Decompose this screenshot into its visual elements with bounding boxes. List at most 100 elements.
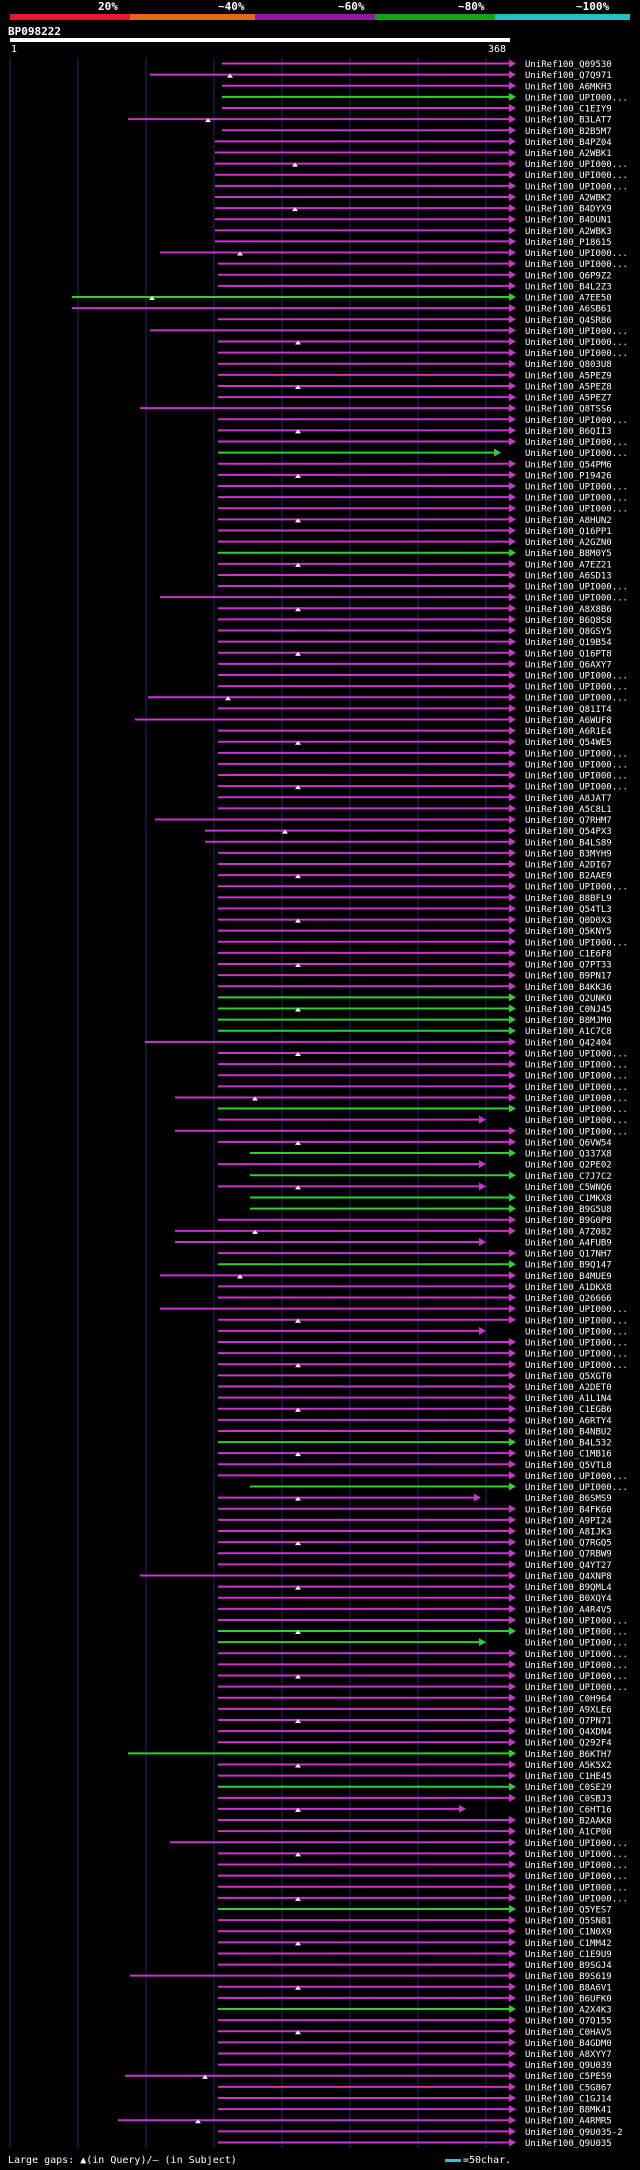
hit-arrow — [509, 1538, 516, 1547]
hit-id-label: UniRef100_C6HT16 — [525, 1805, 612, 1815]
hit-arrow — [509, 270, 516, 279]
hit-id-label: UniRef100_UPI000... — [525, 494, 628, 504]
gap-marker — [295, 384, 301, 389]
gap-marker — [225, 696, 231, 701]
hit-id-label: UniRef100_UPI000... — [525, 1883, 628, 1893]
hit-id-label: UniRef100_B0XQY4 — [525, 1594, 612, 1604]
hit-id-label: UniRef100_Q7PN71 — [525, 1716, 612, 1726]
hit-arrow — [509, 1715, 516, 1724]
gap-marker — [295, 1941, 301, 1946]
hit-arrow — [509, 126, 516, 135]
gap-marker — [295, 1763, 301, 1768]
hit-id-label: UniRef100_A6MKH3 — [525, 82, 612, 92]
scale-bar — [445, 2158, 461, 2162]
hit-arrow — [509, 1982, 516, 1991]
hit-arrow — [509, 1193, 516, 1202]
hit-id-label: UniRef100_UPI000... — [525, 1650, 628, 1660]
gap-marker — [295, 1363, 301, 1368]
hit-arrow — [509, 1627, 516, 1636]
hit-id-label: UniRef100_UPI000... — [525, 449, 628, 459]
hit-id-label: UniRef100_B6KTH7 — [525, 1750, 612, 1760]
hit-arrow — [509, 715, 516, 724]
hit-id-label: UniRef100_Q4YT27 — [525, 1561, 612, 1571]
hit-arrow — [509, 2138, 516, 2147]
hit-arrow — [509, 470, 516, 479]
hit-id-label: UniRef100_B4L2Z3 — [525, 282, 612, 292]
hit-arrow — [509, 148, 516, 157]
hit-arrow — [509, 370, 516, 379]
hit-id-label: UniRef100_UPI000... — [525, 1049, 628, 1059]
hit-arrow — [509, 904, 516, 913]
hit-arrow — [509, 1360, 516, 1369]
hit-id-label: UniRef100_Q7PT33 — [525, 961, 612, 971]
hit-id-label: UniRef100_A6SD13 — [525, 571, 612, 581]
hit-arrow — [509, 1771, 516, 1780]
hit-id-label: UniRef100_A2GZN0 — [525, 538, 612, 548]
hit-arrow — [509, 248, 516, 257]
hit-id-label: UniRef100_UPI000... — [525, 883, 628, 893]
hit-id-label: UniRef100_Q26666 — [525, 1294, 612, 1304]
hit-id-label: UniRef100_UPI000... — [525, 594, 628, 604]
hit-arrow — [509, 1004, 516, 1013]
hit-id-label: UniRef100_Q5SN81 — [525, 1917, 612, 1927]
identity-bar-segment — [130, 14, 255, 20]
gap-marker — [202, 2074, 208, 2079]
hit-id-label: UniRef100_Q7Q155 — [525, 2017, 612, 2027]
hit-arrow — [509, 315, 516, 324]
hit-arrow — [509, 1649, 516, 1658]
hit-id-label: UniRef100_A5C8L1 — [525, 805, 612, 815]
hit-arrow — [509, 459, 516, 468]
hit-arrow — [509, 1693, 516, 1702]
hit-arrow — [509, 1060, 516, 1069]
gap-marker — [295, 1674, 301, 1679]
percent-label-1: ~40% — [218, 0, 245, 13]
gap-marker — [295, 1318, 301, 1323]
hit-id-label: UniRef100_Q9U035 — [525, 2139, 612, 2149]
hit-id-label: UniRef100_Q09530 — [525, 60, 612, 70]
hit-arrow — [509, 2005, 516, 2014]
gap-marker — [295, 1140, 301, 1145]
hit-id-label: UniRef100_A7EZ21 — [525, 560, 612, 570]
hit-id-label: UniRef100_A4RMR5 — [525, 2117, 612, 2127]
hit-arrow — [509, 682, 516, 691]
hit-id-label: UniRef100_UPI000... — [525, 505, 628, 515]
hit-id-label: UniRef100_UPI000... — [525, 1472, 628, 1482]
hit-id-label: UniRef100_Q81IT4 — [525, 705, 612, 715]
hit-arrow — [509, 2060, 516, 2069]
hit-arrow — [509, 1393, 516, 1402]
hit-id-label: UniRef100_C1N0X9 — [525, 1928, 612, 1938]
hit-id-label: UniRef100_C5PE59 — [525, 2072, 612, 2082]
hit-id-label: UniRef100_A5K5X2 — [525, 1761, 612, 1771]
hit-id-label: UniRef100_UPI000... — [525, 749, 628, 759]
gap-marker — [295, 785, 301, 790]
hit-id-label: UniRef100_UPI000... — [525, 772, 628, 782]
hit-arrow — [509, 493, 516, 502]
hit-arrow — [509, 648, 516, 657]
hit-arrow — [509, 1727, 516, 1736]
hit-id-label: UniRef100_C1HE45 — [525, 1772, 612, 1782]
hit-arrow — [509, 726, 516, 735]
hit-id-label: UniRef100_B9Q147 — [525, 1261, 612, 1271]
hit-id-label: UniRef100_Q54WE5 — [525, 738, 612, 748]
percent-label-3: ~80% — [458, 0, 485, 13]
hit-id-label: UniRef100_B4GDM0 — [525, 2039, 612, 2049]
hit-id-label: UniRef100_C0NJ45 — [525, 1005, 612, 1015]
hit-arrow — [509, 993, 516, 1002]
gap-marker — [295, 1051, 301, 1056]
hit-id-label: UniRef100_B4LS89 — [525, 838, 612, 848]
hit-arrow — [509, 348, 516, 357]
hit-arrow — [479, 1638, 486, 1647]
hit-id-label: UniRef100_UPI000... — [525, 683, 628, 693]
hit-id-label: UniRef100_Q7RGQ5 — [525, 1539, 612, 1549]
gap-marker — [295, 963, 301, 968]
query-id: BP098222 — [8, 25, 61, 38]
hit-id-label: UniRef100_Q19B54 — [525, 638, 612, 648]
hit-id-label: UniRef100_B3MYH9 — [525, 849, 612, 859]
percent-label-2: ~60% — [338, 0, 365, 13]
hit-id-label: UniRef100_A5PEZ7 — [525, 394, 612, 404]
hit-arrow — [509, 2093, 516, 2102]
scale-legend: =50char. — [445, 2155, 511, 2166]
hit-arrow — [459, 1804, 466, 1813]
hit-arrow — [509, 1527, 516, 1536]
hit-id-label: UniRef100_UPI000... — [525, 1339, 628, 1349]
